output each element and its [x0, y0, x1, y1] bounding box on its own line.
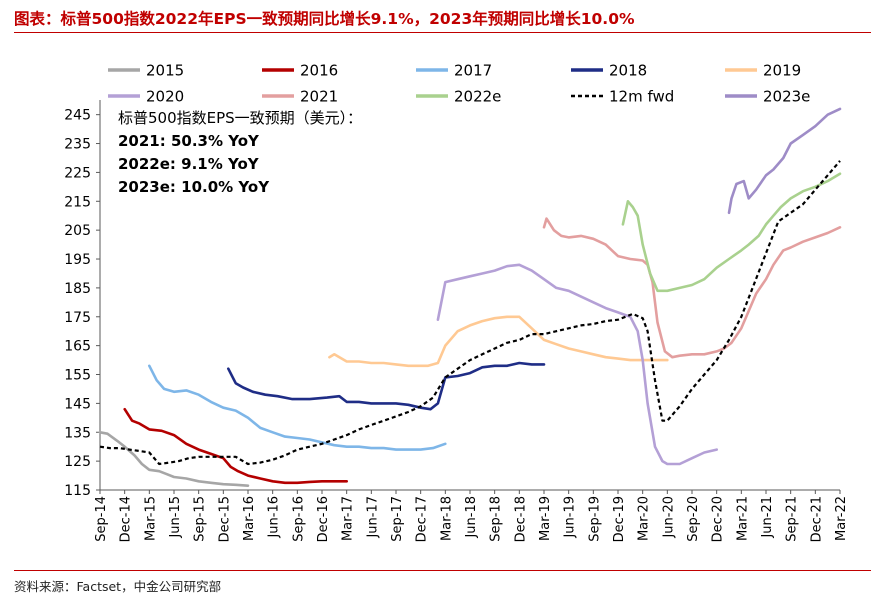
x-tick-label: Dec-21 [809, 496, 824, 542]
y-tick-label: 205 [64, 223, 91, 239]
x-tick-label: Jun-19 [563, 496, 578, 539]
y-tick-label: 235 [64, 137, 91, 153]
y-tick-label: 215 [64, 194, 91, 210]
annotation-line: 2022e: 9.1% YoY [118, 155, 260, 173]
source-note: 资料来源：Factset，中金公司研究部 [14, 579, 222, 594]
x-tick-label: Sep-19 [587, 496, 602, 542]
x-tick-label: Dec-17 [415, 496, 430, 542]
series-line-2022e [621, 172, 842, 293]
x-tick-label: Dec-19 [612, 496, 627, 542]
x-tick-label: Mar-15 [143, 496, 158, 541]
x-tick-label: Mar-18 [439, 496, 454, 541]
series-line-2018 [227, 361, 546, 411]
y-tick-label: 155 [64, 368, 91, 384]
x-tick-label: Dec-14 [119, 496, 134, 542]
y-tick-label: 195 [64, 252, 91, 268]
legend-label: 2022e [454, 88, 501, 106]
legend-label: 2020 [146, 88, 184, 106]
title-rule [14, 32, 871, 33]
series-line-2020 [436, 263, 719, 466]
figure-title: 图表：标普500指数2022年EPS一致预期同比增长9.1%，2023年预期同比… [14, 10, 635, 28]
y-tick-label: 175 [64, 310, 91, 326]
x-tick-label: Sep-16 [291, 496, 306, 542]
legend-label: 2019 [763, 62, 801, 80]
series-line-2019 [328, 315, 669, 368]
legend-label: 2017 [454, 62, 492, 80]
y-tick-label: 165 [64, 339, 91, 355]
annotation-line: 标普500指数EPS一致预期（美元）： [118, 109, 362, 127]
x-tick-label: Sep-17 [390, 496, 405, 542]
line-chart: 115 125 135 145 155 165 175 185 195 205 215 225 235 2… [64, 62, 849, 543]
source-rule [14, 570, 871, 571]
legend-label: 2023e [763, 88, 810, 106]
y-tick-label: 115 [64, 483, 91, 499]
series-line-2021 [542, 217, 842, 359]
x-tick-label: Dec-20 [711, 496, 726, 542]
x-tick-label: Jun-20 [661, 496, 676, 539]
x-tick-label: Sep-21 [785, 496, 800, 542]
legend-label: 2015 [146, 62, 184, 80]
legend-label: 12m fwd [609, 88, 674, 106]
x-tick-label: Dec-15 [217, 496, 232, 542]
x-tick-label: Jun-17 [365, 496, 380, 539]
x-tick-label: Sep-15 [193, 496, 208, 542]
x-tick-label: Jun-15 [168, 496, 183, 539]
y-tick-label: 125 [64, 454, 91, 470]
y-tick-label: 185 [64, 281, 91, 297]
legend-label: 2016 [300, 62, 338, 80]
x-tick-label: Sep-20 [686, 496, 701, 542]
x-tick-label: Mar-21 [735, 496, 750, 541]
y-tick-label: 135 [64, 425, 91, 441]
annotation-line: 2023e: 10.0% YoY [118, 178, 270, 196]
series-line-2023e [727, 107, 842, 215]
series-line-2017 [148, 364, 447, 451]
x-tick-label: Jun-18 [464, 496, 479, 539]
series-line-2016 [123, 407, 349, 485]
x-tick-label: Sep-14 [94, 496, 109, 542]
x-tick-label: Dec-18 [513, 496, 528, 542]
y-tick-label: 245 [64, 108, 91, 124]
x-tick-label: Mar-16 [242, 496, 257, 541]
x-tick-label: Dec-16 [316, 496, 331, 542]
x-tick-label: Mar-20 [637, 496, 652, 541]
x-tick-label: Sep-18 [489, 496, 504, 542]
legend-label: 2018 [609, 62, 647, 80]
series-line-2015 [98, 430, 250, 488]
series-line-12m-fwd [99, 160, 841, 466]
annotation-line: 2021: 50.3% YoY [118, 132, 260, 150]
x-tick-label: Mar-17 [341, 496, 356, 541]
legend-label: 2021 [300, 88, 338, 106]
x-tick-label: Jun-21 [760, 496, 775, 539]
y-tick-label: 225 [64, 165, 91, 181]
y-tick-label: 145 [64, 396, 91, 412]
x-tick-label: Mar-22 [834, 496, 849, 541]
x-tick-label: Jun-16 [267, 496, 282, 539]
x-tick-label: Mar-19 [538, 496, 553, 541]
